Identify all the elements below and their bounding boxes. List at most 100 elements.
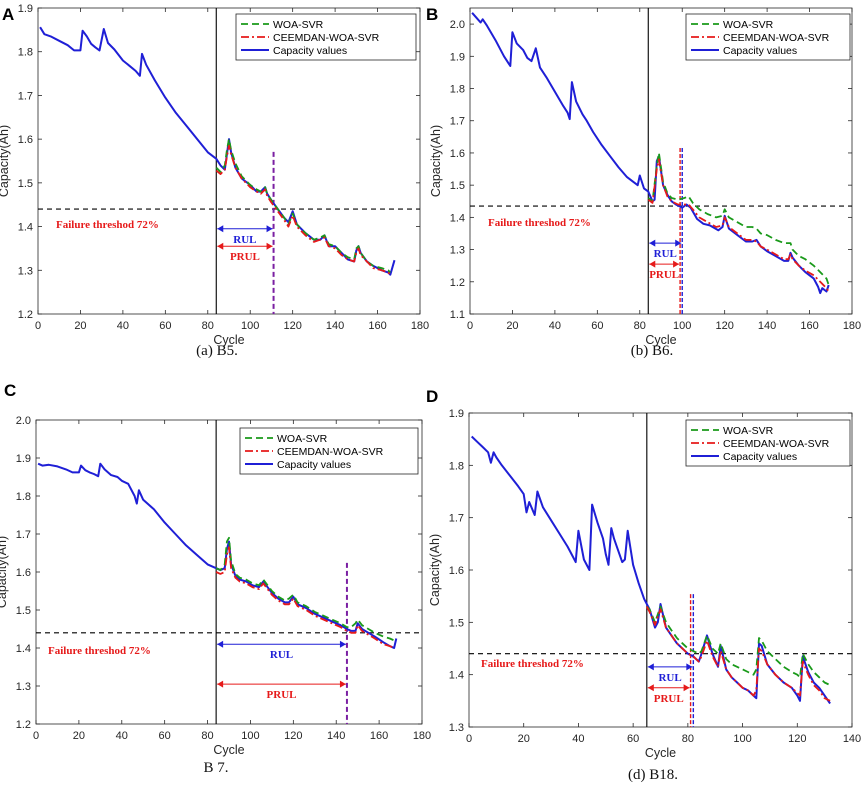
x-tick-label: 80 [682, 733, 694, 745]
y-tick-label: 1.2 [450, 277, 465, 289]
threshold-label: Failure threshod 72% [56, 219, 159, 231]
prul-arrow-head-left [647, 684, 654, 692]
y-tick-label: 2.0 [16, 415, 31, 427]
x-tick-label: 0 [33, 730, 39, 742]
series-line-ceemdan [647, 158, 830, 292]
x-tick-label: 160 [370, 730, 388, 742]
x-tick-label: 40 [549, 320, 561, 332]
series-line-woa_svr [646, 605, 831, 686]
y-tick-label: 1.3 [450, 245, 465, 257]
threshold-label: Failure threshod 72% [488, 217, 591, 229]
legend-entry: WOA-SVR [277, 433, 328, 445]
x-tick-label: 60 [627, 733, 639, 745]
prul-arrow-head-right [683, 684, 690, 692]
y-tick-label: 1.5 [449, 617, 464, 629]
y-axis-label: Capacity(Ah) [0, 125, 11, 197]
y-tick-label: 1.4 [18, 222, 33, 234]
y-tick-label: 1.6 [16, 567, 31, 579]
x-tick-label: 0 [466, 733, 472, 745]
legend-entry: WOA-SVR [723, 425, 774, 437]
rul-arrow-head-left [217, 225, 224, 233]
legend-entry: WOA-SVR [723, 19, 774, 31]
prul-arrow-head-left [649, 260, 656, 268]
x-tick-label: 80 [202, 320, 214, 332]
y-tick-label: 1.8 [16, 491, 31, 503]
rul-arrow-head-right [686, 663, 693, 671]
panel-caption: (a) B5. [196, 343, 238, 359]
panel-letter: A [2, 5, 14, 24]
x-tick-label: 40 [117, 320, 129, 332]
y-tick-label: 1.1 [450, 309, 465, 321]
y-tick-label: 1.6 [450, 148, 465, 160]
chart-panel-3: 0 20 40 60 80 100 120 140 160 180 1.2 1.3 1.4 1.5 1.6 1… [0, 381, 431, 776]
legend-entry: CEEMDAN-WOA-SVR [723, 438, 830, 450]
y-tick-label: 1.4 [449, 670, 464, 682]
panel-caption: (b) B6. [631, 343, 674, 359]
x-tick-label: 60 [159, 320, 171, 332]
y-tick-label: 1.2 [18, 309, 33, 321]
threshold-label: Failure threshod 72% [48, 645, 151, 657]
prul-arrow-head-right [673, 260, 680, 268]
legend-entry: Capacity values [273, 45, 347, 57]
x-tick-label: 160 [368, 320, 386, 332]
legend-entry: WOA-SVR [273, 19, 324, 31]
x-axis-label: Cycle [213, 333, 244, 347]
x-tick-label: 20 [506, 320, 518, 332]
y-tick-label: 1.7 [449, 513, 464, 525]
threshold-label: Failure threshod 72% [481, 658, 584, 670]
x-tick-label: 40 [572, 733, 584, 745]
y-axis-label: Capacity(Ah) [429, 125, 443, 197]
legend-box [239, 427, 419, 475]
legend-entry: Capacity values [723, 45, 797, 57]
y-tick-label: 1.5 [16, 605, 31, 617]
y-tick-label: 1.6 [18, 134, 33, 146]
chart-panel-4: 0 20 40 60 80 100 120 140 1.3 1.4 1.5 1.6 1.7 1.8 1.9 C… [426, 387, 861, 783]
y-tick-label: 1.2 [16, 719, 31, 731]
y-tick-label: 1.6 [449, 565, 464, 577]
panel-caption: (d) B18. [628, 767, 678, 783]
series-line-capacity [471, 12, 830, 295]
x-tick-label: 100 [241, 730, 259, 742]
x-tick-label: 180 [843, 320, 861, 332]
series-line-ceemdan [215, 546, 395, 649]
series-line-capacity [471, 435, 831, 705]
y-tick-label: 1.3 [449, 722, 464, 734]
panel-letter: C [4, 381, 16, 400]
y-tick-label: 1.9 [18, 3, 33, 15]
x-tick-label: 0 [35, 320, 41, 332]
y-tick-label: 1.9 [16, 453, 31, 465]
chart-panel-2: 0 20 40 60 80 100 120 140 160 180 1.1 1.2 1.3 1.4 1.5 1… [426, 5, 861, 359]
rul-arrow-head-left [647, 663, 654, 671]
x-tick-label: 60 [159, 730, 171, 742]
y-tick-label: 1.9 [450, 51, 465, 63]
x-tick-label: 140 [758, 320, 776, 332]
x-tick-label: 100 [733, 733, 751, 745]
x-tick-label: 180 [411, 320, 429, 332]
rul-arrow-head-left [649, 239, 656, 247]
rul-arrow-head-right [675, 239, 682, 247]
legend-entry: CEEMDAN-WOA-SVR [723, 32, 830, 44]
y-tick-label: 1.4 [16, 643, 31, 655]
y-axis-label: Capacity(Ah) [428, 534, 442, 606]
x-tick-label: 0 [467, 320, 473, 332]
prul-label: PRUL [654, 693, 684, 705]
legend-entry: Capacity values [723, 451, 797, 463]
x-tick-label: 100 [673, 320, 691, 332]
prul-label: PRUL [649, 269, 679, 281]
y-tick-label: 1.5 [18, 178, 33, 190]
y-tick-label: 1.8 [449, 460, 464, 472]
series-line-woa_svr [215, 536, 395, 642]
x-tick-label: 20 [74, 320, 86, 332]
prul-arrow-head-right [339, 680, 346, 688]
chart-panel-1: 0 20 40 60 80 100 120 140 160 180 1.2 1.3 1.4 1.5 1.6 1… [0, 3, 429, 359]
rul-arrow-head-right [339, 640, 346, 648]
x-axis-label: Cycle [213, 743, 244, 757]
prul-arrow-head-left [217, 242, 224, 250]
rul-arrow-head-right [266, 225, 273, 233]
legend-entry: CEEMDAN-WOA-SVR [277, 446, 384, 458]
y-tick-label: 1.7 [16, 529, 31, 541]
x-tick-label: 80 [201, 730, 213, 742]
y-tick-label: 1.8 [18, 47, 33, 59]
y-tick-label: 1.4 [450, 212, 465, 224]
